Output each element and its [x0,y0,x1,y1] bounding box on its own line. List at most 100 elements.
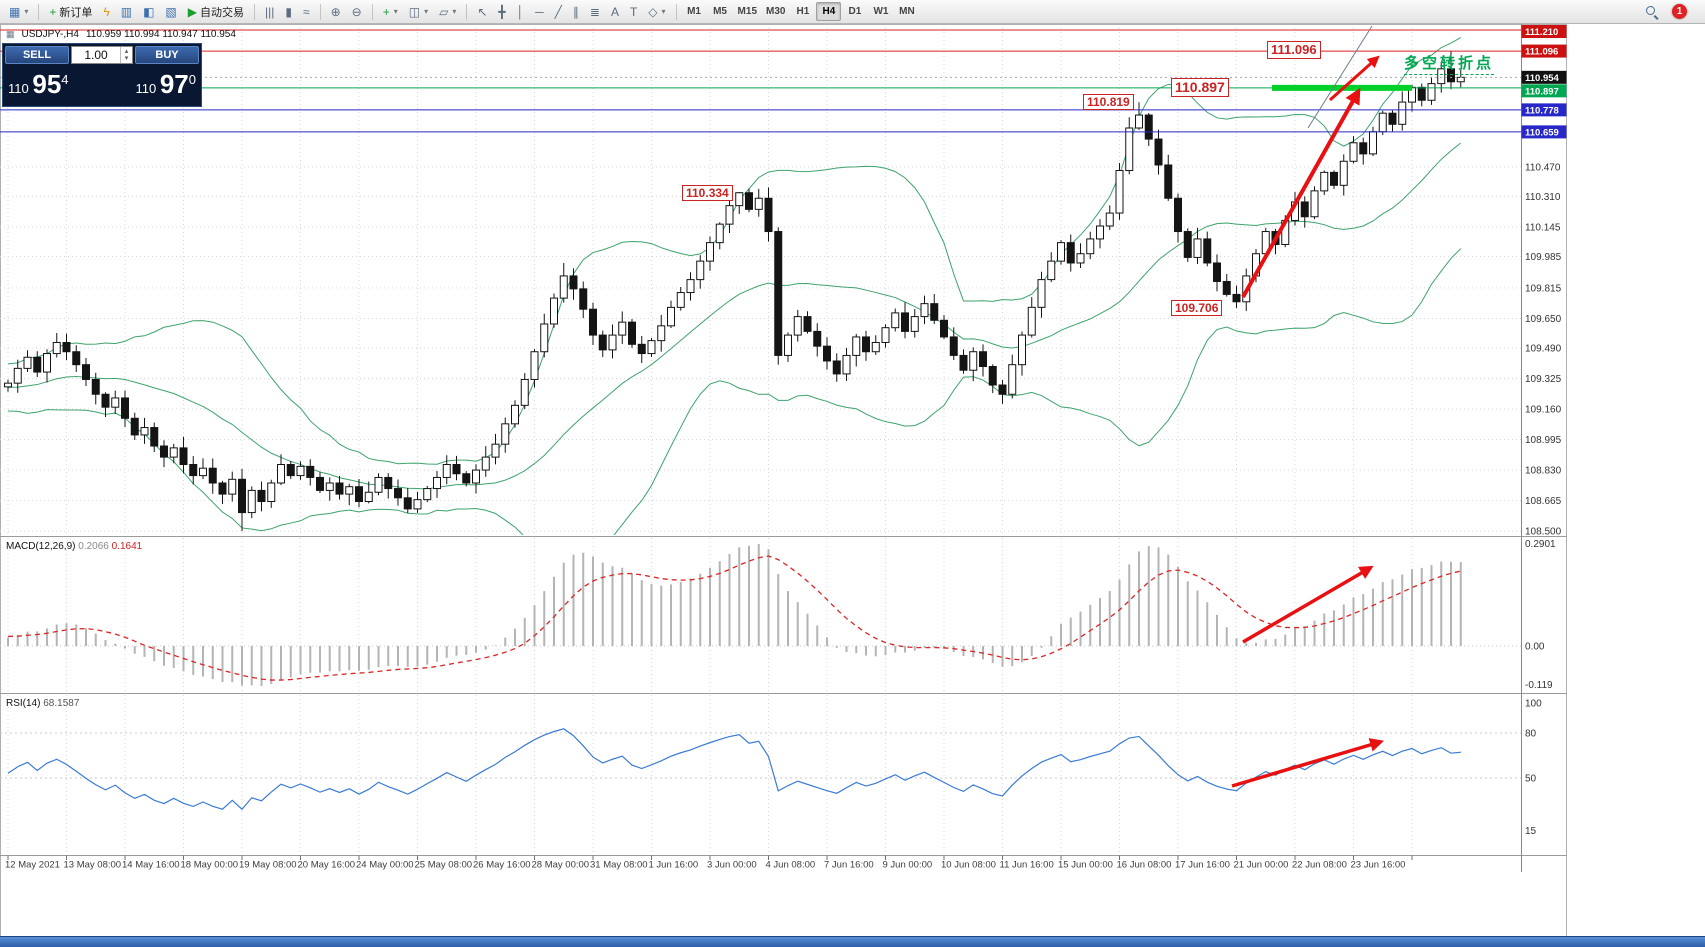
svg-text:110.897: 110.897 [1525,86,1559,97]
toolbar-separator [371,3,373,20]
fibonacci-retracement-button[interactable]: ≣ [585,2,605,22]
timeframe-M1[interactable]: M1 [682,2,707,21]
bollinger-upper-band [7,37,1461,465]
svg-text:7 Jun 16:00: 7 Jun 16:00 [824,860,874,871]
turning-point-annotation[interactable]: 多空转折点 [1404,52,1495,75]
bar-chart-mode-icon: ||| [265,4,275,19]
price-flag[interactable]: 111.096 [1267,41,1321,59]
timeframe-M15[interactable]: M15 [734,2,761,21]
price-flag[interactable]: 109.706 [1171,300,1223,317]
timeframe-M30[interactable]: M30 [762,2,789,21]
text-button[interactable]: A [606,2,624,22]
timeframe-MN[interactable]: MN [894,2,919,21]
macd-indicator-label: MACD(12,26,9) 0.2066 0.1641 [6,541,143,552]
svg-text:3 Jun 00:00: 3 Jun 00:00 [707,860,757,871]
volume-field[interactable]: 1.00 [71,46,133,64]
timeframe-D1[interactable]: D1 [842,2,867,21]
svg-text:16 Jun 08:00: 16 Jun 08:00 [1117,860,1172,871]
svg-text:0.00: 0.00 [1525,642,1545,653]
bollinger-middle-band [7,142,1462,490]
line-chart-mode-icon: ≈ [302,4,310,19]
horizontal-line-button[interactable]: ─ [530,2,549,22]
bar-chart-mode-button[interactable]: ||| [260,2,279,22]
dropdown-caret-icon: ▾ [24,7,29,16]
vertical-line-button[interactable]: │ [512,2,530,22]
svg-text:9 Jun 00:00: 9 Jun 00:00 [883,860,933,871]
svg-text:18 May 00:00: 18 May 00:00 [181,860,239,871]
trend-arrows [1231,25,1385,788]
new-order-label: 新订单 [59,6,93,19]
trend-arrow [1242,565,1374,644]
indicators-list-icon: + [382,4,390,19]
new-chart-button[interactable]: ▦ ▾ [4,2,33,22]
buy-button[interactable]: BUY [135,46,199,64]
equidistant-channel-button[interactable]: ∥ [568,2,584,22]
svg-text:110.470: 110.470 [1525,162,1561,173]
timeframe-H4[interactable]: H4 [816,2,842,21]
zoom-out-button[interactable]: ⊖ [347,2,367,22]
status-bar [0,936,1705,947]
dropdown-caret-icon: ▾ [661,7,666,16]
svg-text:1 Jun 16:00: 1 Jun 16:00 [649,860,699,871]
price-chart[interactable]: 110.470 110.310 110.145 109.985 109.815 109.6… [0,24,1567,937]
svg-text:108.665: 108.665 [1525,496,1562,507]
bid-price: 110 954 [8,69,69,99]
volume-value: 1.00 [84,48,108,62]
price-flag[interactable]: 110.819 [1083,94,1134,111]
svg-text:110.145: 110.145 [1525,222,1561,233]
notification-badge[interactable]: 1 [1672,4,1687,19]
market-watch-button[interactable]: ▥ [116,2,137,22]
chart-window: 110.470 110.310 110.145 109.985 109.815 109.6… [0,24,1567,937]
text-label-button[interactable]: T [625,2,642,22]
line-chart-mode-button[interactable]: ≈ [298,2,315,22]
auto-trading-button[interactable]: ▶ 自动交易 [183,2,249,22]
search-icon [1646,5,1658,18]
svg-text:14 May 16:00: 14 May 16:00 [122,860,180,871]
text-icon: A [610,4,619,19]
rsi-line [7,728,1461,811]
crosshair-button[interactable]: ╋ [493,2,510,22]
svg-text:24 May 00:00: 24 May 00:00 [356,860,414,871]
navigator-button[interactable]: ▧ [160,2,181,22]
price-flag[interactable]: 110.897 [1171,78,1229,97]
timeframe-M5[interactable]: M5 [708,2,733,21]
new-chart-icon: ▦ [9,4,21,19]
price-axis-tag [1521,103,1567,117]
chart-ohlc-title: ▦ USDJPY-,H4 110.959 110.994 110.947 110… [6,29,236,40]
svg-text:50: 50 [1525,774,1537,785]
timeframe-toolbar: M1 M5 M15 M30 H1 H4 D1 W1 MN [682,2,920,21]
periods-button[interactable]: ◫ ▾ [404,2,433,22]
svg-text:4 Jun 08:00: 4 Jun 08:00 [766,860,816,871]
trend-arrow [1329,55,1380,102]
candlestick-mode-button[interactable]: ▮ [280,2,297,22]
sell-button[interactable]: SELL [5,46,69,64]
svg-text:108.500: 108.500 [1525,527,1562,538]
indicators-list-button[interactable]: + ▾ [378,2,403,22]
expert-advisors-button[interactable]: ϟ [98,2,114,22]
svg-text:20 May 16:00: 20 May 16:00 [298,860,356,871]
svg-text:19 May 08:00: 19 May 08:00 [239,860,297,871]
svg-text:109.815: 109.815 [1525,283,1562,294]
toolbar-separator [38,3,40,20]
price-axis-tag [1521,84,1567,98]
price-flag[interactable]: 110.334 [682,185,733,202]
vertical-line-icon: │ [516,4,525,19]
dropdown-caret-icon: ▾ [393,7,398,16]
volume-stepper[interactable] [120,47,132,63]
trend-arrow [1241,87,1361,298]
arrows-tool-button[interactable]: ◇ ▾ [643,2,670,22]
zoom-in-button[interactable]: ⊕ [326,2,346,22]
candlestick-mode-icon: ▮ [285,4,292,19]
new-order-button[interactable]: + 新订单 [44,2,97,22]
cursor-button[interactable]: ↖ [472,2,492,22]
price-axis-tag [1521,44,1567,58]
templates-button[interactable]: ▱ ▾ [434,2,461,22]
toolbar-separator [254,3,255,20]
data-window-button[interactable]: ◧ [138,2,159,22]
trendline-button[interactable]: ╱ [550,2,567,22]
search-button[interactable] [1642,2,1662,22]
equidistant-channel-icon: ∥ [572,4,579,19]
timeframe-H1[interactable]: H1 [790,2,815,21]
macd-histogram [7,544,1462,686]
timeframe-W1[interactable]: W1 [868,2,893,21]
